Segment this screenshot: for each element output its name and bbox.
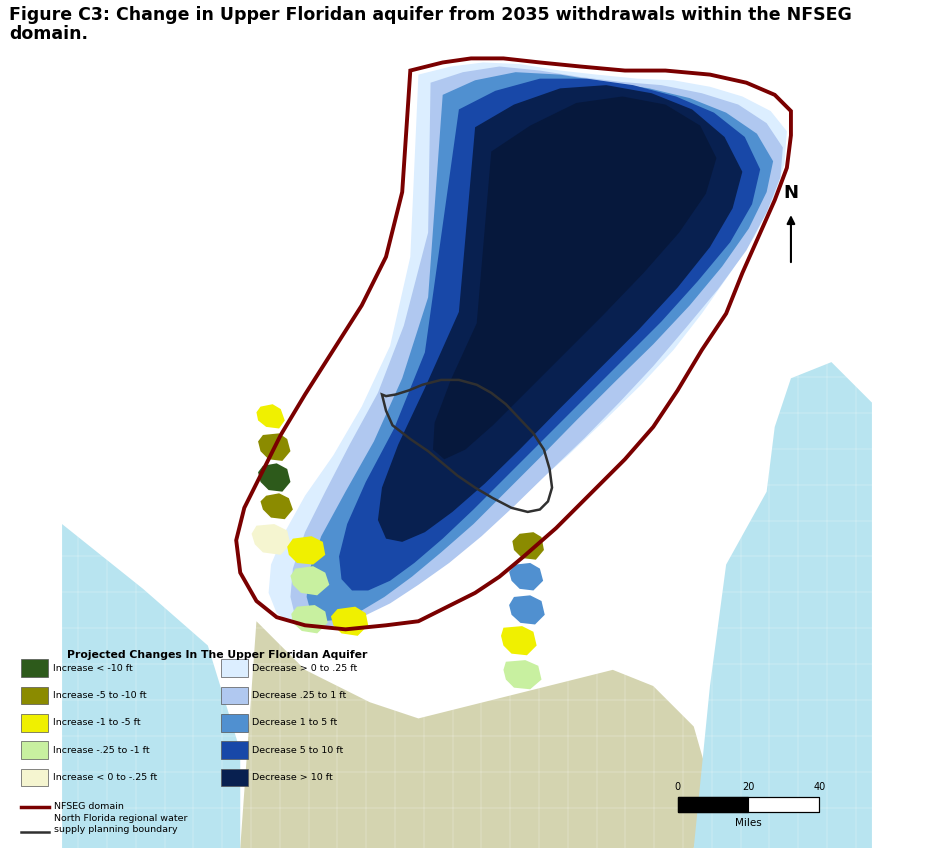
Bar: [677, 797, 819, 812]
Text: Increase < -10 ft: Increase < -10 ft: [53, 664, 133, 672]
Text: Decrease > 10 ft: Decrease > 10 ft: [252, 773, 333, 782]
Bar: [220, 660, 248, 677]
Bar: [748, 797, 819, 812]
Polygon shape: [339, 79, 760, 590]
Polygon shape: [513, 533, 544, 560]
Polygon shape: [240, 622, 710, 848]
Polygon shape: [378, 85, 743, 542]
Polygon shape: [258, 433, 290, 461]
Text: N: N: [784, 184, 799, 202]
Text: NFSEG domain: NFSEG domain: [54, 802, 124, 812]
Text: Increase -5 to -10 ft: Increase -5 to -10 ft: [53, 691, 147, 700]
Bar: [21, 741, 49, 759]
Bar: [21, 714, 49, 732]
Bar: [220, 768, 248, 786]
Bar: [220, 714, 248, 732]
Polygon shape: [290, 566, 330, 595]
Bar: [21, 687, 49, 704]
Text: North Florida regional water
supply planning boundary: North Florida regional water supply plan…: [54, 814, 188, 834]
Polygon shape: [694, 362, 872, 848]
Text: Decrease 5 to 10 ft: Decrease 5 to 10 ft: [252, 745, 344, 755]
Text: Decrease 1 to 5 ft: Decrease 1 to 5 ft: [252, 718, 338, 728]
Text: Increase -1 to -5 ft: Increase -1 to -5 ft: [53, 718, 141, 728]
Polygon shape: [291, 605, 328, 633]
Bar: [21, 660, 49, 677]
Polygon shape: [251, 524, 290, 555]
Text: Increase < 0 to -.25 ft: Increase < 0 to -.25 ft: [53, 773, 157, 782]
Polygon shape: [261, 494, 293, 519]
Polygon shape: [62, 524, 240, 848]
Polygon shape: [501, 626, 537, 656]
Text: domain.: domain.: [9, 25, 89, 42]
Bar: [220, 687, 248, 704]
Bar: [677, 797, 748, 812]
Text: Decrease .25 to 1 ft: Decrease .25 to 1 ft: [252, 691, 347, 700]
Polygon shape: [258, 463, 290, 492]
Text: Figure C3: Change in Upper Floridan aquifer from 2035 withdrawals within the NFS: Figure C3: Change in Upper Floridan aqui…: [9, 6, 852, 24]
Polygon shape: [509, 595, 545, 624]
Bar: [21, 768, 49, 786]
Polygon shape: [509, 563, 544, 590]
Polygon shape: [331, 606, 368, 636]
Text: 0: 0: [674, 782, 681, 792]
Polygon shape: [306, 72, 773, 622]
Polygon shape: [269, 63, 786, 622]
Polygon shape: [433, 97, 716, 460]
Text: Decrease > 0 to .25 ft: Decrease > 0 to .25 ft: [252, 664, 358, 672]
Polygon shape: [257, 404, 285, 428]
Polygon shape: [288, 536, 325, 565]
Text: Increase -.25 to -1 ft: Increase -.25 to -1 ft: [53, 745, 149, 755]
Polygon shape: [290, 66, 783, 629]
Text: 20: 20: [743, 782, 755, 792]
Text: Projected Changes In The Upper Floridan Aquifer: Projected Changes In The Upper Floridan …: [66, 650, 367, 660]
Text: Miles: Miles: [735, 818, 762, 828]
Bar: [220, 741, 248, 759]
Polygon shape: [503, 660, 542, 689]
Text: 40: 40: [814, 782, 826, 792]
